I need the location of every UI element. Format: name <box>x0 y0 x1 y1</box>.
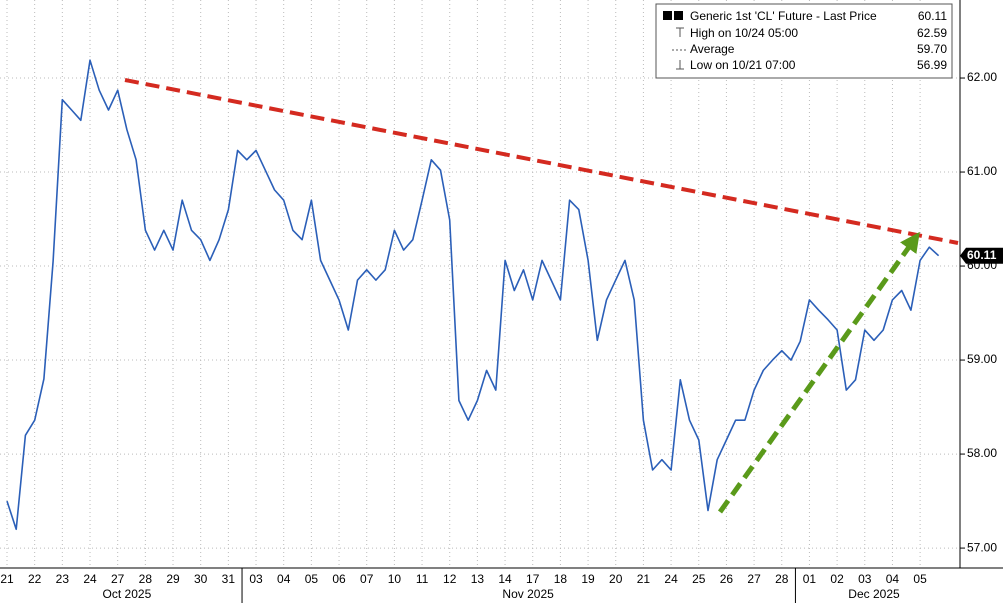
x-tick-label: 11 <box>416 572 429 586</box>
x-tick-label: 29 <box>166 572 180 586</box>
x-tick-label: 24 <box>664 572 678 586</box>
x-tick-label: 18 <box>554 572 568 586</box>
x-tick-label: 28 <box>775 572 789 586</box>
x-tick-label: 23 <box>56 572 70 586</box>
legend-icon <box>676 27 684 37</box>
x-tick-label: 04 <box>886 572 900 586</box>
last-price-tag <box>960 247 1003 264</box>
resistance-trendline <box>124 78 959 245</box>
x-tick-label: 19 <box>581 572 595 586</box>
x-tick-label: 31 <box>222 572 236 586</box>
legend-value: 59.70 <box>917 42 947 56</box>
x-tick-label: 03 <box>858 572 872 586</box>
y-tick-label: 59.00 <box>967 352 997 366</box>
legend-label: Generic 1st 'CL' Future - Last Price <box>690 9 877 23</box>
x-tick-label: 27 <box>747 572 761 586</box>
y-tick-label: 62.00 <box>967 70 997 84</box>
y-tick-label: 61.00 <box>967 164 997 178</box>
month-label: Nov 2025 <box>502 587 554 601</box>
x-tick-label: 06 <box>332 572 346 586</box>
x-tick-label: 21 <box>0 572 14 586</box>
support-trend-arrow <box>717 231 920 514</box>
x-tick-label: 12 <box>443 572 457 586</box>
x-tick-label: 14 <box>498 572 512 586</box>
x-tick-label: 13 <box>471 572 485 586</box>
legend-label: Average <box>690 42 735 56</box>
x-tick-label: 01 <box>803 572 817 586</box>
x-tick-label: 25 <box>692 572 706 586</box>
x-tick-label: 21 <box>637 572 651 586</box>
x-tick-label: 24 <box>83 572 97 586</box>
legend-label: Low on 10/21 07:00 <box>690 58 796 72</box>
x-tick-label: 02 <box>830 572 844 586</box>
legend-label: High on 10/24 05:00 <box>690 26 798 40</box>
x-tick-label: 07 <box>360 572 374 586</box>
x-tick-label: 03 <box>249 572 263 586</box>
x-tick-label: 10 <box>388 572 402 586</box>
plot <box>6 59 940 531</box>
month-label: Oct 2025 <box>103 587 152 601</box>
x-tick-label: 05 <box>305 572 319 586</box>
x-tick-label: 17 <box>526 572 540 586</box>
x-tick-label: 04 <box>277 572 291 586</box>
grid <box>0 0 960 568</box>
legend-value: 60.11 <box>918 9 947 23</box>
month-label: Dec 2025 <box>848 587 900 601</box>
x-tick-label: 28 <box>139 572 153 586</box>
y-tick-label: 57.00 <box>967 540 997 554</box>
x-tick-label: 27 <box>111 572 125 586</box>
legend-icon <box>676 60 684 70</box>
x-tick-label: 22 <box>28 572 42 586</box>
x-tick-label: 26 <box>720 572 734 586</box>
legend-value: 56.99 <box>917 58 947 72</box>
legend-swatch <box>674 11 683 20</box>
y-tick-label: 58.00 <box>967 446 997 460</box>
x-tick-label: 30 <box>194 572 208 586</box>
price-line <box>6 59 940 531</box>
legend: Generic 1st 'CL' Future - Last Price 60.… <box>655 3 953 79</box>
legend-swatch <box>663 11 672 20</box>
legend-box <box>655 3 953 79</box>
x-tick-label: 05 <box>913 572 927 586</box>
x-tick-label: 20 <box>609 572 623 586</box>
legend-value: 62.59 <box>917 26 947 40</box>
last-price-label: 60.11 <box>967 248 997 262</box>
